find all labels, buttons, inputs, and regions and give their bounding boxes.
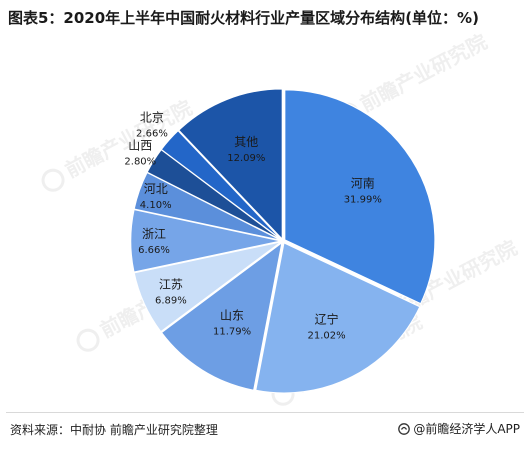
slice-value-label: 6.66%	[138, 245, 170, 256]
slice-label: 河北	[144, 182, 168, 196]
slice-value-label: 11.79%	[213, 326, 251, 337]
qianzhan-logo-icon	[76, 328, 100, 352]
pie-labels: 河南 31.99% 辽宁 21.02% 山东 11.79% 江苏 6.89% 浙江 6.66% 河北…	[124, 110, 381, 341]
pie-slice	[160, 130, 282, 240]
chart-title: 图表5：2020年上半年中国耐火材料行业产量区域分布结构(单位：%)	[8, 9, 479, 27]
slice-label: 北京	[140, 110, 164, 124]
qianzhan-logo-icon	[398, 422, 411, 435]
slice-label: 山东	[220, 308, 244, 322]
qianzhan-logo-icon	[41, 168, 65, 192]
source-note: 资料来源：中耐协 前瞻产业研究院整理	[10, 423, 218, 437]
slice-value-label: 6.89%	[155, 296, 187, 307]
pie-slice	[133, 241, 282, 333]
pie-slice	[255, 242, 421, 394]
brand-credit: @前瞻经济学人APP	[398, 420, 520, 437]
slice-label: 其他	[234, 135, 258, 149]
pie-slice	[130, 209, 281, 273]
slice-label: 江苏	[159, 278, 183, 292]
brand-label: @前瞻经济学人APP	[413, 422, 520, 436]
slice-value-label: 4.10%	[140, 200, 172, 211]
slice-label: 浙江	[142, 227, 166, 241]
pie-slice	[178, 88, 283, 241]
slice-value-label: 2.80%	[124, 156, 156, 167]
pie-slices	[130, 88, 436, 394]
slice-label: 山西	[128, 138, 152, 152]
footer-divider	[6, 412, 524, 413]
slice-value-label: 2.66%	[136, 128, 168, 139]
slice-label: 辽宁	[315, 312, 339, 327]
pie-slice	[160, 241, 283, 391]
watermark-text: 前瞻产业研究院	[356, 29, 491, 116]
slice-label: 河南	[351, 175, 375, 190]
slice-value-label: 21.02%	[308, 331, 346, 342]
slice-value-label: 12.09%	[227, 153, 265, 164]
slice-value-label: 31.99%	[344, 194, 382, 205]
pie-slice	[284, 89, 436, 305]
